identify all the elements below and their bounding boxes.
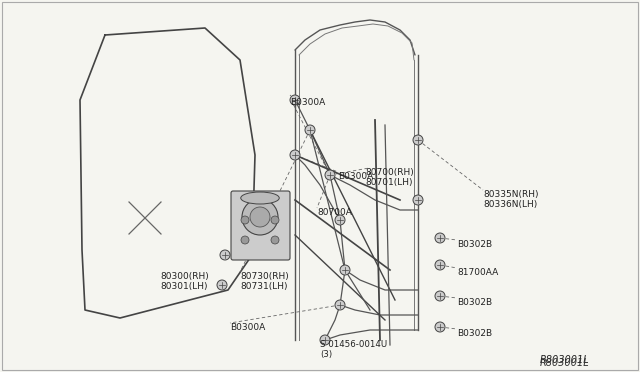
Circle shape bbox=[325, 170, 335, 180]
Text: 80700(RH)
80701(LH): 80700(RH) 80701(LH) bbox=[365, 168, 413, 187]
Circle shape bbox=[413, 135, 423, 145]
Text: 81700AA: 81700AA bbox=[457, 268, 499, 277]
Circle shape bbox=[435, 233, 445, 243]
Circle shape bbox=[435, 260, 445, 270]
Circle shape bbox=[435, 322, 445, 332]
Circle shape bbox=[220, 250, 230, 260]
Circle shape bbox=[241, 236, 249, 244]
Text: B0302B: B0302B bbox=[457, 240, 492, 249]
Circle shape bbox=[290, 95, 300, 105]
Text: S 01456-0014U
(3): S 01456-0014U (3) bbox=[320, 340, 387, 359]
Circle shape bbox=[335, 300, 345, 310]
Text: B0300A: B0300A bbox=[338, 172, 373, 181]
Circle shape bbox=[271, 236, 279, 244]
Circle shape bbox=[320, 335, 330, 345]
Circle shape bbox=[217, 280, 227, 290]
Text: B0300A: B0300A bbox=[230, 323, 265, 332]
Ellipse shape bbox=[241, 192, 279, 204]
Circle shape bbox=[335, 215, 345, 225]
Circle shape bbox=[305, 125, 315, 135]
Circle shape bbox=[271, 216, 279, 224]
Text: R803001L: R803001L bbox=[540, 358, 589, 368]
Text: B0300A: B0300A bbox=[290, 98, 325, 107]
Circle shape bbox=[241, 216, 249, 224]
Circle shape bbox=[242, 199, 278, 235]
FancyBboxPatch shape bbox=[231, 191, 290, 260]
Text: 80730(RH)
80731(LH): 80730(RH) 80731(LH) bbox=[240, 272, 289, 291]
Circle shape bbox=[413, 195, 423, 205]
Text: 80335N(RH)
80336N(LH): 80335N(RH) 80336N(LH) bbox=[483, 190, 538, 209]
Circle shape bbox=[250, 207, 270, 227]
Text: 80700A: 80700A bbox=[317, 208, 352, 217]
Text: B0302B: B0302B bbox=[457, 329, 492, 338]
Text: 80300(RH)
80301(LH): 80300(RH) 80301(LH) bbox=[160, 272, 209, 291]
Text: R803001L: R803001L bbox=[540, 355, 589, 365]
Circle shape bbox=[435, 291, 445, 301]
Circle shape bbox=[340, 265, 350, 275]
Circle shape bbox=[290, 150, 300, 160]
Text: B0302B: B0302B bbox=[457, 298, 492, 307]
